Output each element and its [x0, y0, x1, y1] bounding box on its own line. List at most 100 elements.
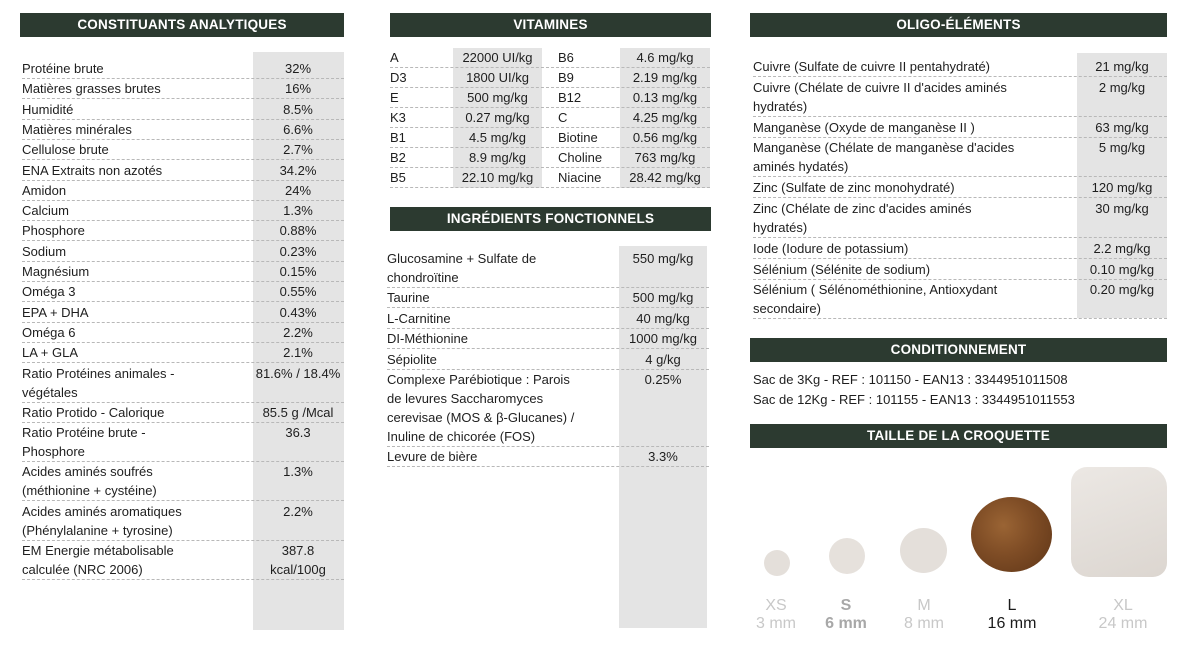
vitamin-value: 28.42 mg/kg: [629, 170, 701, 185]
trace-label-line: Manganèse (Oxyde de manganèse II ): [753, 119, 975, 135]
analytical-value: 0.43%: [251, 303, 345, 322]
functional-label: DI-Méthionine: [387, 329, 468, 348]
functional-label-line: Glucosamine + Sulfate de: [387, 251, 537, 266]
vitamin-name: B9: [558, 70, 574, 85]
functional-value-column: [619, 246, 707, 628]
trace-value: 21 mg/kg: [1077, 57, 1167, 76]
functional-value-line: 3.3%: [648, 449, 678, 465]
analytical-row: Cellulose brute 2.7%: [22, 140, 344, 161]
analytical-label: EPA + DHA: [22, 303, 89, 322]
analytical-label-line: Cellulose brute: [22, 142, 109, 158]
analytical-label-line: Protéine brute: [22, 61, 104, 76]
functional-label-line: chondroïtine: [387, 270, 459, 285]
analytical-label: Oméga 3: [22, 282, 75, 301]
analytical-value: 0.15%: [251, 262, 345, 281]
analytical-row: Sodium 0.23%: [22, 242, 344, 262]
kibble-size-l-mm: 16 mm: [987, 615, 1037, 632]
kibble-size-m-mm: 8 mm: [904, 615, 944, 632]
functional-row: Sépiolite 4 g/kg: [387, 350, 709, 370]
vitamin-name: B1: [390, 130, 406, 145]
analytical-value-line: 2.2%: [283, 324, 313, 340]
vitamins-row-divider: [390, 107, 710, 108]
functional-value-line: 1000 mg/kg: [629, 331, 697, 347]
analytical-label: Magnésium: [22, 262, 89, 281]
analytical-row: Humidité 8.5%: [22, 100, 344, 120]
functional-label-line: Taurine: [387, 290, 430, 306]
vitamin-name: B2: [390, 150, 406, 165]
analytical-label: Amidon: [22, 181, 66, 200]
vitamin-name: B5: [390, 170, 406, 185]
analytical-label-line: EM Energie métabolisable: [22, 543, 174, 558]
analytical-label-line: Phosphore: [22, 223, 85, 239]
analytical-value: 0.55%: [251, 282, 345, 301]
analytical-label: Protéine brute: [22, 59, 104, 78]
vitamins-value-column: [620, 48, 710, 188]
functional-row: Complexe Parébiotique : Parois de levures…: [387, 370, 709, 447]
analytical-value-line: 0.55%: [279, 284, 317, 300]
functional-value: 4 g/kg: [619, 350, 707, 369]
analytical-label-line: Oméga 3: [22, 284, 76, 300]
analytical-row: Matières minérales 6.6%: [22, 120, 344, 140]
trace-value: 2.2 mg/kg: [1077, 239, 1167, 258]
analytical-label-line: Phosphore: [22, 444, 85, 460]
analytical-value: 1.3%: [251, 201, 345, 220]
analytical-value: 32%: [251, 59, 345, 78]
analytical-value-line: 0.15%: [279, 264, 317, 279]
analytical-label-line: Sodium: [22, 243, 67, 259]
trace-label: Sélénium ( Sélénométhionine, Antioxydant…: [753, 280, 997, 318]
vitamin-value: 4.5 mg/kg: [468, 130, 527, 145]
analytical-value-line: 2.2%: [283, 503, 313, 519]
analytical-value: 6.6%: [251, 120, 345, 139]
analytical-label: Calcium: [22, 201, 69, 220]
vitamin-name: Biotine: [558, 130, 598, 145]
trace-value-line: 63 mg/kg: [1095, 119, 1149, 135]
analytical-row: Matières grasses brutes 16%: [22, 79, 345, 100]
analytical-value-line: 32%: [284, 61, 312, 76]
trace-label: Zinc (Chélate de zinc d'acides aminés hyd…: [753, 199, 972, 237]
vitamin-value: 500 mg/kg: [467, 90, 528, 105]
functional-label-line: Sépiolite: [387, 351, 437, 367]
analytical-row: LA + GLA 2.1%: [22, 343, 344, 364]
functional-value-line: 500 mg/kg: [632, 290, 694, 306]
vitamin-value: 0.13 mg/kg: [632, 90, 698, 105]
analytical-label-line: Matières grasses brutes: [22, 81, 161, 97]
analytical-row: Acides aminés soufrés (méthionine + cysté…: [22, 462, 344, 502]
functional-label-line: cerevisae (MOS & β-Glucanes) /: [387, 410, 575, 425]
trace-row: Sélénium ( Sélénométhionine, Antioxydant…: [753, 280, 1167, 320]
analytical-value: 85.5 g /Mcal: [251, 403, 345, 422]
analytical-value-line: 0.88%: [279, 223, 317, 239]
analytical-label-line: calculée (NRC 2006): [22, 562, 143, 577]
vitamin-value: 2.19 mg/kg: [632, 70, 698, 85]
vitamin-value: 1800 UI/kg: [466, 70, 529, 85]
functional-label: L-Carnitine: [387, 309, 451, 328]
analytical-value-line: 1.3%: [283, 464, 313, 480]
analytical-value-line: 0.43%: [279, 304, 317, 320]
vitamins-row-divider: [390, 127, 710, 128]
analytical-value: 0.23%: [251, 242, 345, 261]
analytical-label: Acides aminés aromatiques (Phénylalanine …: [22, 502, 182, 540]
analytical-value-line: 1.3%: [283, 203, 313, 219]
functional-row: Glucosamine + Sulfate de chondroïtine 550 …: [387, 249, 709, 288]
analytical-value: 387.8 kcal/100g: [251, 541, 345, 579]
vitamin-name: C: [558, 110, 568, 125]
functional-row: Taurine 500 mg/kg: [387, 288, 709, 309]
functional-value-line: 0.25%: [644, 372, 682, 387]
vitamin-value: 4.25 mg/kg: [632, 110, 698, 125]
vitamins-header: VITAMINES: [390, 13, 711, 37]
analytical-value-line: 34.2%: [279, 162, 317, 178]
functional-value-line: 40 mg/kg: [636, 310, 690, 326]
analytical-value: 16%: [251, 79, 345, 98]
trace-row: Cuivre (Chélate de cuivre II d'acides am…: [753, 78, 1167, 117]
kibble-header: TAILLE DE LA CROQUETTE: [750, 424, 1167, 448]
analytical-label: Matières grasses brutes: [22, 79, 161, 98]
analytical-label: Ratio Protido - Calorique: [22, 403, 164, 422]
trace-value-line: 5 mg/kg: [1098, 140, 1146, 156]
trace-row: Cuivre (Sulfate de cuivre II pentahydrat…: [753, 57, 1167, 77]
analytical-label-line: Calcium: [22, 203, 69, 219]
vitamins-row-divider: [390, 167, 710, 168]
analytical-row: Ratio Protido - Calorique 85.5 g /Mcal: [22, 403, 344, 423]
functional-label: Complexe Parébiotique : Parois de levures…: [387, 370, 574, 446]
analytical-label: Ratio Protéines animales - végétales: [22, 364, 174, 402]
functional-value: 500 mg/kg: [619, 288, 707, 307]
analytical-label-line: LA + GLA: [22, 345, 79, 361]
